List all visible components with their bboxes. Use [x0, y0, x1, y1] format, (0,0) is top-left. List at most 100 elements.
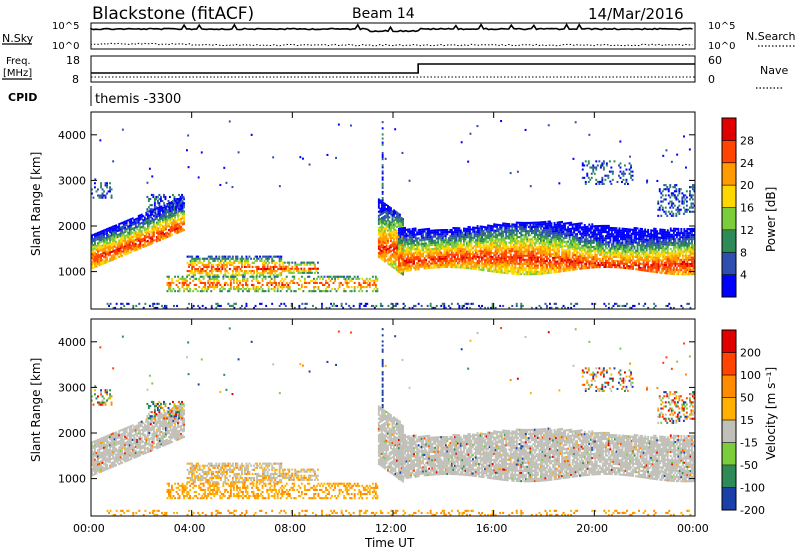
power-cell	[140, 226, 143, 229]
power-cell	[221, 255, 224, 258]
power-cell	[432, 260, 435, 263]
power-cell	[106, 236, 109, 239]
power-cell	[577, 230, 580, 233]
power-cell	[535, 227, 538, 230]
power-cell	[162, 235, 164, 238]
power-cell	[573, 268, 576, 271]
power-cell	[208, 286, 211, 289]
power-cell	[168, 224, 170, 227]
power-cell	[459, 235, 462, 238]
power-cell	[314, 267, 316, 270]
power-cell	[553, 252, 556, 255]
power-cell	[524, 232, 527, 235]
power-cell	[568, 265, 571, 268]
power-cell	[387, 258, 389, 261]
power-cell	[172, 193, 174, 196]
power-cell	[487, 269, 490, 272]
power-cell	[215, 306, 218, 309]
power-cell	[219, 261, 222, 264]
power-cell	[550, 232, 553, 235]
power-cell	[300, 261, 303, 264]
power-cell	[452, 233, 455, 236]
power-cell	[526, 252, 529, 255]
power-cell	[334, 304, 337, 307]
power-cell	[331, 277, 334, 280]
power-cell	[537, 233, 539, 236]
power-cell	[189, 259, 192, 262]
power-cell	[177, 231, 180, 234]
power-cell	[142, 221, 145, 224]
power-cell	[388, 247, 391, 250]
power-cell	[544, 270, 547, 273]
power-cell	[233, 259, 236, 262]
power-cell	[107, 252, 110, 255]
power-cell	[537, 266, 539, 269]
power-cell	[517, 229, 520, 232]
power-cell	[263, 270, 266, 273]
power-cell	[396, 211, 398, 214]
power-cell	[438, 253, 441, 256]
power-cell	[580, 236, 583, 239]
power-cell	[366, 302, 369, 305]
power-cell	[473, 228, 476, 231]
power-cell	[115, 253, 118, 256]
power-cell	[280, 257, 283, 260]
power-cell	[273, 275, 276, 278]
power-cell	[349, 279, 352, 282]
power-cell	[173, 206, 176, 209]
power-cell	[254, 304, 257, 307]
power-cell	[435, 264, 438, 267]
power-cell	[181, 229, 184, 232]
power-cell	[304, 306, 307, 309]
power-cell	[490, 255, 493, 258]
power-cell	[577, 245, 580, 248]
power-cell	[546, 304, 548, 307]
power-cell	[580, 238, 583, 241]
power-cell	[180, 277, 183, 280]
power-cell	[100, 249, 103, 252]
power-cell	[562, 245, 565, 248]
power-cell	[251, 261, 254, 264]
power-cell	[550, 249, 553, 252]
power-cell	[103, 233, 106, 236]
power-cell	[387, 248, 389, 251]
power-cell	[576, 247, 579, 250]
power-cell	[166, 210, 168, 213]
power-cell	[497, 232, 500, 235]
power-cell	[350, 277, 353, 280]
power-cell	[92, 260, 95, 263]
power-cell	[330, 302, 333, 305]
power-cell	[422, 253, 425, 256]
power-cell	[524, 236, 527, 239]
power-cell	[356, 275, 359, 278]
power-cell	[490, 229, 493, 232]
power-cell	[180, 199, 183, 202]
power-cell	[404, 253, 407, 256]
power-cell	[410, 240, 413, 243]
power-cell	[491, 245, 494, 248]
power-cell	[423, 246, 426, 249]
power-cell	[160, 224, 163, 227]
power-panel: 4000 3000 2000 1000 Slant Range [km] 28 …	[29, 111, 778, 310]
power-cell	[518, 240, 521, 243]
power-cell	[494, 231, 497, 234]
power-cell	[481, 233, 484, 236]
power-cell	[394, 265, 397, 268]
power-cell	[126, 302, 129, 305]
power-cell	[488, 237, 491, 240]
power-cell	[459, 264, 462, 267]
power-cell	[529, 242, 532, 245]
power-cell	[482, 258, 485, 261]
power-cell	[113, 253, 116, 256]
power-cell	[168, 235, 170, 238]
power-cell	[431, 242, 434, 245]
power-cell	[582, 255, 585, 258]
power-cell	[212, 263, 215, 266]
power-cell	[546, 249, 548, 252]
power-cell	[472, 253, 474, 256]
power-cell	[476, 237, 479, 240]
power-cell	[426, 244, 429, 247]
power-cell	[127, 241, 130, 244]
power-cell	[555, 242, 558, 245]
power-cell	[303, 271, 306, 274]
